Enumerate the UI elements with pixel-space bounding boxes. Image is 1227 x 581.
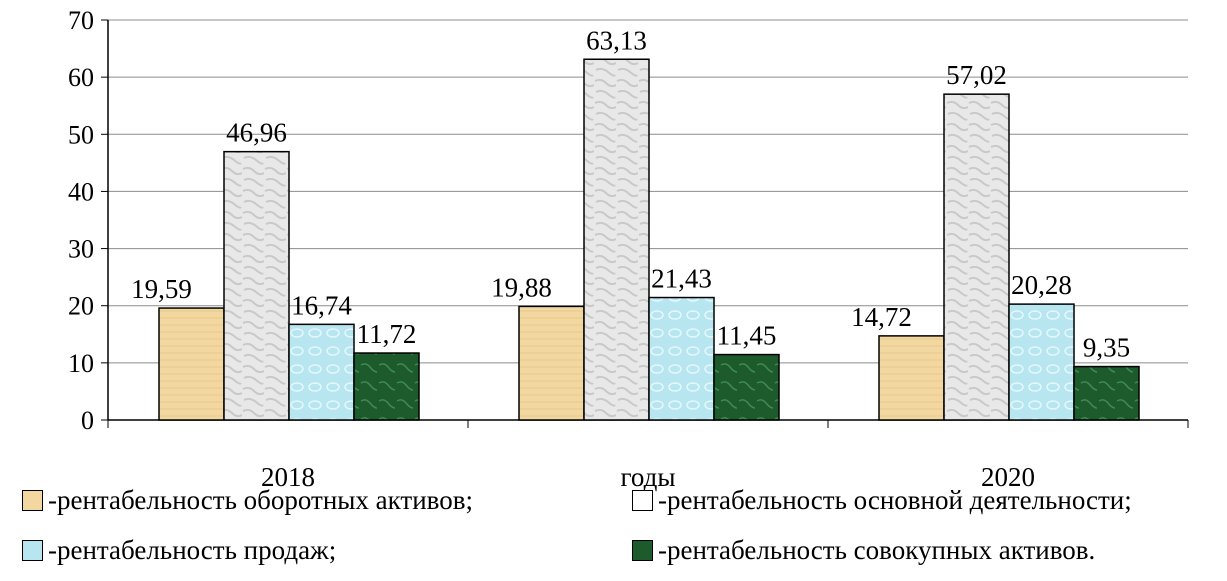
data-label-series-2-cat-1: 21,43: [651, 264, 712, 294]
data-label-series-0-cat-0: 19,59: [131, 274, 192, 304]
data-label-series-2-cat-0: 16,74: [291, 290, 352, 320]
y-tick-label: 30: [68, 235, 94, 264]
legend-swatch-3: [632, 540, 653, 561]
legend-swatch-1: [632, 490, 653, 511]
x-category-label: годы: [620, 462, 675, 492]
bar-series-3-cat-0: [353, 352, 420, 421]
data-label-series-1-cat-0: 46,96: [226, 118, 287, 148]
bar-series-0-cat-0: [158, 307, 225, 421]
y-tick-label: 20: [68, 292, 94, 321]
legend-label-0: -рентабельность оборотных активов;: [48, 485, 473, 515]
legend-label-3: -рентабельность совокупных активов.: [658, 535, 1096, 565]
bar-series-3-cat-1: [713, 353, 780, 421]
legend-item-0: -рентабельность оборотных активов;: [22, 485, 473, 516]
x-category-label: 2020: [981, 462, 1035, 492]
bars: [158, 58, 1140, 421]
y-tick-label: 40: [68, 177, 94, 206]
bar-series-1-cat-1: [583, 58, 650, 421]
bar-series-2-cat-1: [648, 296, 715, 421]
legend-label-1: -рентабельность основной деятельности;: [658, 485, 1132, 515]
legend-swatch-2: [22, 540, 43, 561]
data-label-series-3-cat-1: 11,45: [717, 321, 777, 351]
data-label-series-3-cat-0: 11,72: [357, 319, 417, 349]
data-label-series-2-cat-2: 20,28: [1011, 270, 1072, 300]
y-tick-label: 0: [81, 406, 94, 435]
bar-series-1-cat-0: [223, 150, 290, 421]
y-axis-ticks: 0 10 20 30 40 50 60 70: [68, 6, 108, 435]
y-tick-label: 60: [68, 63, 94, 92]
bar-series-0-cat-1: [518, 305, 585, 421]
data-label-series-0-cat-1: 19,88: [491, 272, 552, 302]
data-label-series-3-cat-2: 9,35: [1083, 333, 1130, 363]
legend-label-2: -рентабельность продаж;: [48, 535, 337, 565]
bar-series-2-cat-0: [288, 323, 355, 421]
legend-item-2: -рентабельность продаж;: [22, 535, 336, 566]
y-tick-label: 50: [68, 120, 94, 149]
x-axis-categories: 2018 годы 2020: [261, 462, 1035, 492]
bar-series-3-cat-2: [1073, 365, 1140, 421]
bar-series-0-cat-2: [878, 335, 945, 421]
bar-series-1-cat-2: [943, 93, 1010, 421]
y-tick-label: 10: [68, 349, 94, 378]
bar-series-2-cat-2: [1008, 303, 1075, 421]
data-label-series-1-cat-2: 57,02: [946, 60, 1007, 90]
legend-item-3: -рентабельность совокупных активов.: [632, 535, 1095, 566]
legend-item-1: -рентабельность основной деятельности;: [632, 485, 1132, 516]
x-category-label: 2018: [261, 462, 315, 492]
legend-swatch-0: [22, 490, 43, 511]
data-label-series-1-cat-1: 63,13: [586, 25, 647, 55]
data-label-series-0-cat-2: 14,72: [851, 302, 912, 332]
y-tick-label: 70: [68, 6, 94, 35]
